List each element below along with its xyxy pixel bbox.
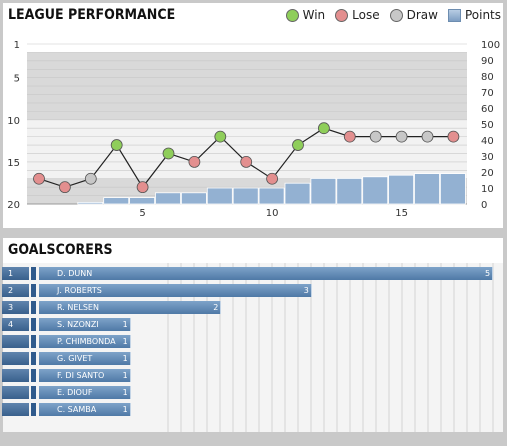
goalscorer-rank: 4 [2, 318, 29, 331]
goalscorer-flag-icon [31, 284, 36, 297]
goalscorer-row: G. GIVET 1 [2, 352, 502, 365]
goalscorer-goals: 5 [485, 269, 491, 278]
goalscorers-title: GOALSCORERS [8, 242, 113, 258]
goalscorer-name: F. DI SANTO [57, 371, 105, 380]
goalscorer-name: E. DIOUF [57, 388, 93, 397]
league-performance-panel: LEAGUE PERFORMANCE Win Lose Draw Points [3, 3, 503, 228]
goalscorer-goals: 1 [122, 405, 128, 414]
legend-draw-label: Draw [406, 8, 438, 22]
goalscorer-row: E. DIOUF 1 [2, 386, 502, 399]
goalscorer-name: D. DUNN [57, 269, 93, 278]
goalscorer-rank [2, 335, 29, 348]
goalscorer-rank [2, 386, 29, 399]
goalscorer-goals: 1 [122, 354, 128, 363]
points-bar-icon [447, 8, 461, 22]
legend-win-label: Win [302, 8, 326, 22]
goalscorer-flag-icon [31, 369, 36, 382]
goalscorer-flag-icon [31, 335, 36, 348]
goalscorer-row: F. DI SANTO 1 [2, 369, 502, 382]
goalscorer-name: C. SAMBA [57, 405, 97, 414]
goalscorer-row: P. CHIMBONDA 1 [2, 335, 502, 348]
legend-points: Points [447, 8, 501, 22]
draw-marker-icon [389, 8, 403, 22]
goalscorer-rank: 2 [2, 284, 29, 297]
goalscorer-rank [2, 352, 29, 365]
goalscorer-goals: 1 [122, 388, 128, 397]
win-marker-icon [285, 8, 299, 22]
legend-lose: Lose [335, 8, 380, 22]
goalscorer-row: 1 D. DUNN 5 [2, 267, 502, 280]
goalscorer-row: 3 R. NELSEN 2 [2, 301, 502, 314]
goalscorer-bar [39, 267, 493, 280]
goalscorer-row: 4 S. NZONZI 1 [2, 318, 502, 331]
legend-lose-label: Lose [352, 8, 380, 22]
goalscorer-flag-icon [31, 267, 36, 280]
goalscorer-name: J. ROBERTS [57, 286, 102, 295]
goalscorer-row: C. SAMBA 1 [2, 403, 502, 416]
goalscorer-name: S. NZONZI [57, 320, 99, 329]
goalscorer-flag-icon [31, 318, 36, 331]
goalscorer-flag-icon [31, 301, 36, 314]
goalscorer-row: 2 J. ROBERTS 3 [2, 284, 502, 297]
league-performance-title: LEAGUE PERFORMANCE [8, 7, 176, 23]
goalscorer-flag-icon [31, 403, 36, 416]
legend-win: Win [285, 8, 326, 22]
goalscorer-name: P. CHIMBONDA [57, 337, 116, 346]
legend-points-label: Points [464, 8, 501, 22]
goalscorer-goals: 3 [303, 286, 309, 295]
goalscorer-bar [39, 284, 312, 297]
goalscorer-rank: 1 [2, 267, 29, 280]
goalscorer-bar [39, 335, 131, 348]
goalscorer-flag-icon [31, 352, 36, 365]
goalscorer-bar [39, 318, 131, 331]
goalscorer-flag-icon [31, 386, 36, 399]
goalscorer-goals: 2 [213, 303, 219, 312]
goalscorer-bar [39, 386, 131, 399]
goalscorer-rank [2, 369, 29, 382]
goalscorer-goals: 1 [122, 371, 128, 380]
goalscorer-name: R. NELSEN [57, 303, 99, 312]
goalscorer-goals: 1 [122, 320, 128, 329]
goalscorer-rank: 3 [2, 301, 29, 314]
goalscorer-bar [39, 352, 131, 365]
goalscorer-bar [39, 369, 131, 382]
legend-draw: Draw [389, 8, 438, 22]
goalscorer-goals: 1 [122, 337, 128, 346]
lose-marker-icon [335, 8, 349, 22]
chart-legend: Win Lose Draw Points [276, 8, 501, 22]
goalscorer-bar [39, 301, 222, 314]
goalscorer-bar [39, 403, 131, 416]
goalscorer-rank [2, 403, 29, 416]
goalscorer-name: G. GIVET [57, 354, 93, 363]
